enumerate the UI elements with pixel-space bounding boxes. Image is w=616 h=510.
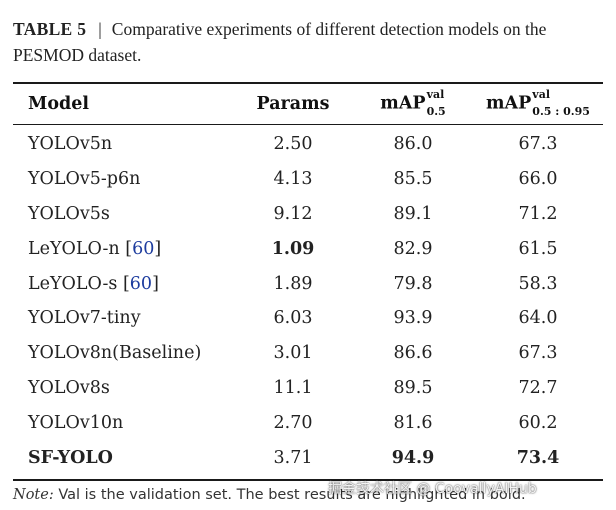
- table-note: Note: Val is the validation set. The bes…: [13, 487, 526, 503]
- cell-params: 2.50: [273, 134, 313, 155]
- header-map5095-sup: val: [532, 88, 550, 101]
- table-row: SF-YOLO 3.71 94.9 73.4: [13, 440, 603, 475]
- note-label: Note:: [13, 487, 54, 503]
- cell-params: 1.89: [273, 273, 313, 294]
- cell-params: 3.01: [273, 343, 313, 364]
- caption-text: Comparative experiments of different det…: [13, 19, 547, 65]
- header-map50-base: mAP: [380, 93, 426, 114]
- cell-model: YOLOv8n(Baseline): [13, 336, 233, 371]
- cell-map5095: 67.3: [518, 134, 558, 155]
- header-map50: mAP val 0.5: [353, 84, 473, 124]
- model-name: SF-YOLO: [28, 447, 113, 468]
- table-body: YOLOv5n 2.50 86.0 67.3 YOLOv5-p6n 4.13 85.5 66.…: [13, 124, 603, 475]
- cell-model: YOLOv5-p6n: [13, 162, 233, 197]
- cell-params: 2.70: [273, 412, 313, 433]
- cell-map5095: 71.2: [518, 203, 558, 224]
- cell-model: LeYOLO-s [60]: [28, 273, 159, 294]
- model-name: LeYOLO-s: [28, 273, 118, 294]
- citation-link[interactable]: 60: [132, 238, 155, 259]
- model-name: YOLOv5n: [28, 134, 113, 155]
- model-name: YOLOv10n: [28, 412, 124, 433]
- header-map5095-base: mAP: [486, 93, 532, 114]
- cell-map50: 89.1: [393, 203, 433, 224]
- cell-params: 11.1: [273, 377, 313, 398]
- cell-map50: 86.0: [393, 134, 433, 155]
- note-text: Val is the validation set. The best resu…: [58, 487, 526, 503]
- cell-map50: 86.6: [393, 343, 433, 364]
- model-name: YOLOv8n(Baseline): [28, 343, 202, 364]
- cell-map50: 93.9: [393, 308, 433, 329]
- table-bottom-rule: [13, 479, 603, 481]
- model-name: LeYOLO-n: [28, 238, 120, 259]
- cell-params: 3.71: [273, 447, 313, 468]
- results-table: Model Params mAP val 0.5 mAP val 0.5 : 0.95 …: [13, 84, 603, 475]
- table-row: YOLOv10n 2.70 81.6 60.2: [13, 405, 603, 440]
- cell-model: YOLOv8s: [13, 371, 233, 406]
- table-header-rule: [13, 124, 603, 125]
- cell-map50: 82.9: [393, 238, 433, 259]
- cell-model: YOLOv7-tiny: [13, 301, 233, 336]
- cell-model: YOLOv10n: [13, 405, 233, 440]
- table-caption: TABLE 5 | Comparative experiments of diffe…: [13, 16, 603, 68]
- watermark-text: 掘金技术社区 @ CoovallyAIHub: [328, 481, 537, 497]
- cell-model: SF-YOLO: [13, 440, 233, 475]
- model-name: YOLOv7-tiny: [28, 308, 141, 329]
- cell-params: 9.12: [273, 203, 313, 224]
- table-row: YOLOv5-p6n 4.13 85.5 66.0: [13, 162, 603, 197]
- header-model: Model: [28, 94, 90, 114]
- caption-separator: |: [98, 19, 102, 39]
- cell-map50: 81.6: [393, 412, 433, 433]
- cell-params: 6.03: [273, 308, 313, 329]
- cell-model: LeYOLO-n [60]: [28, 238, 162, 259]
- model-name: YOLOv8s: [28, 377, 110, 398]
- header-map50-sup: val: [426, 88, 445, 101]
- model-name: YOLOv5-p6n: [28, 169, 141, 190]
- cell-map5095: 73.4: [516, 447, 560, 468]
- cell-map5095: 66.0: [518, 169, 558, 190]
- table-label: TABLE 5: [13, 19, 87, 39]
- table-row: YOLOv8s 11.1 89.5 72.7: [13, 371, 603, 406]
- cell-map5095: 64.0: [518, 308, 558, 329]
- cell-map5095: 72.7: [518, 377, 558, 398]
- table-top-rule: [13, 82, 603, 84]
- cell-map50: 94.9: [391, 447, 435, 468]
- citation-link[interactable]: 60: [129, 273, 153, 294]
- table-row: YOLOv5s 9.12 89.1 71.2: [13, 197, 603, 232]
- header-map5095: mAP val 0.5 : 0.95: [473, 84, 603, 124]
- table-row: LeYOLO-s [60] 1.89 79.8 58.3: [13, 266, 603, 301]
- cell-map50: 79.8: [393, 273, 433, 294]
- cell-map5095: 61.5: [518, 238, 558, 259]
- cell-params: 4.13: [273, 169, 313, 190]
- cell-params: 1.09: [271, 238, 315, 259]
- table-row: LeYOLO-n [60] 1.09 82.9 61.5: [13, 231, 603, 266]
- header-map50-sub: 0.5: [426, 105, 446, 118]
- cell-map5095: 58.3: [518, 273, 558, 294]
- cell-map50: 85.5: [393, 169, 433, 190]
- table-row: YOLOv7-tiny 6.03 93.9 64.0: [13, 301, 603, 336]
- cell-map5095: 67.3: [518, 343, 558, 364]
- header-map5095-sub: 0.5 : 0.95: [532, 105, 590, 118]
- cell-map5095: 60.2: [518, 412, 558, 433]
- table-row: YOLOv8n(Baseline) 3.01 86.6 67.3: [13, 336, 603, 371]
- cell-model: YOLOv5s: [13, 197, 233, 232]
- header-params: Params: [256, 94, 330, 114]
- cell-model: YOLOv5n: [13, 124, 233, 162]
- table-row: YOLOv5n 2.50 86.0 67.3: [13, 124, 603, 162]
- cell-map50: 89.5: [393, 377, 433, 398]
- model-name: YOLOv5s: [28, 203, 110, 224]
- table-header-row: Model Params mAP val 0.5 mAP val 0.5 : 0.95: [13, 84, 603, 124]
